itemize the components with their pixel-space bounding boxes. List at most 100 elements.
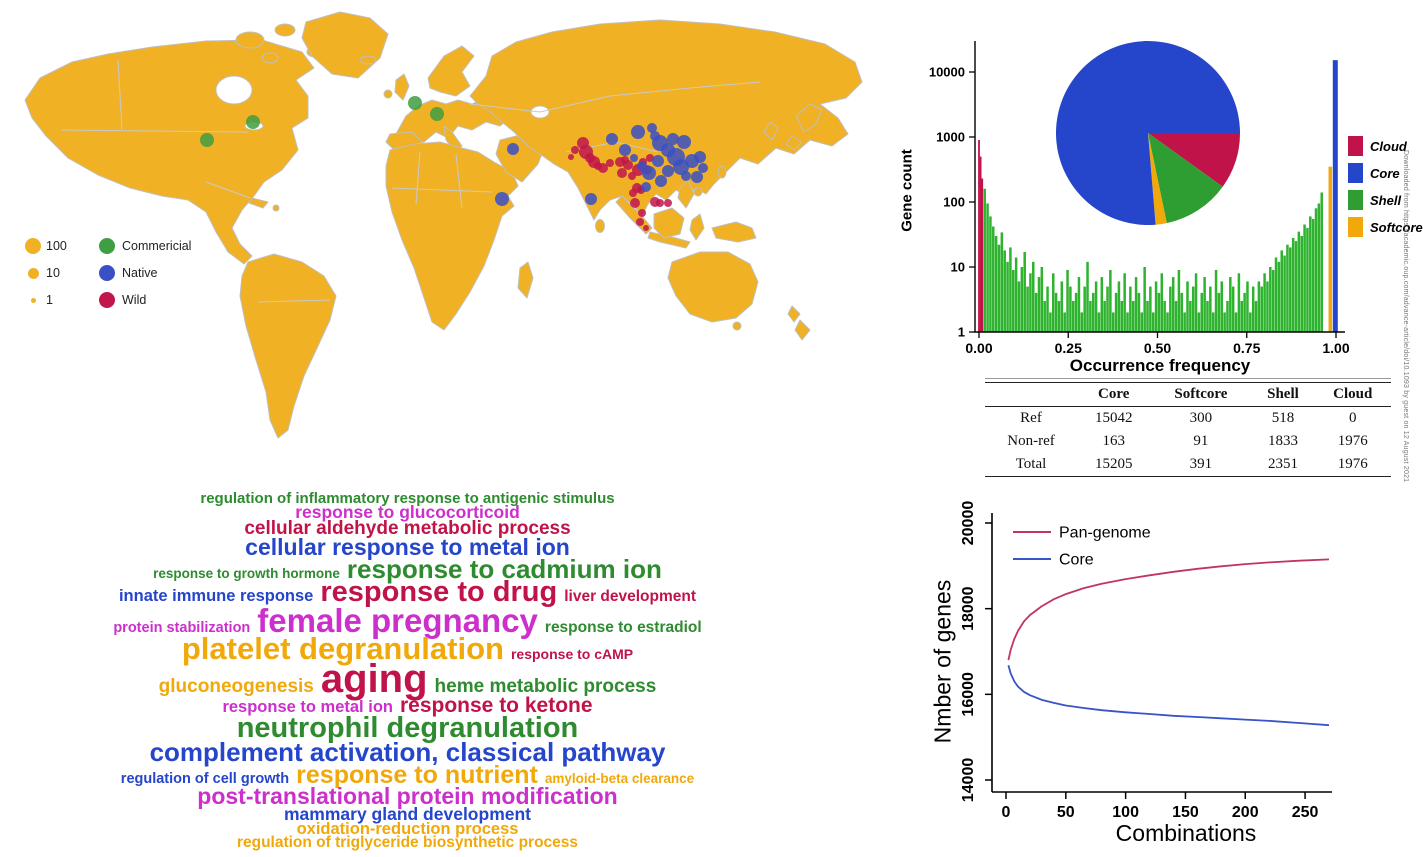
sample-dot-native [642, 166, 656, 180]
shell-bar [1211, 312, 1215, 332]
landmass-japan [795, 103, 823, 133]
shell-bar [1220, 281, 1224, 332]
landmass-australia [667, 251, 759, 323]
wordcloud-row: cellular aldehyde metabolic process [85, 519, 730, 538]
landmass-iceland [359, 55, 377, 65]
shell-bar [1014, 257, 1018, 332]
shell-bar [1163, 300, 1166, 332]
shell-bar [1311, 218, 1315, 332]
shell-bar [1066, 269, 1069, 332]
landmass-south-america [239, 253, 337, 439]
wordcloud-row: regulation of triglyceride biosynthetic … [85, 835, 730, 850]
shell-bar [1314, 208, 1318, 332]
go-term: response to ketone [399, 694, 593, 718]
shell-bar [1160, 273, 1164, 332]
pie-slice-cloud [1148, 133, 1240, 187]
shell-bar [1243, 292, 1246, 332]
go-term: response to cadmium ion [346, 553, 662, 584]
landmass-cuba [248, 197, 269, 209]
shell-bar [1209, 286, 1212, 332]
go-term: aging [320, 657, 428, 702]
shell-bar [1291, 237, 1295, 332]
table-row: Total 15205 391 2351 1976 [985, 453, 1391, 477]
sample-dot-native [647, 123, 657, 133]
world-map [24, 11, 863, 439]
legend-swatch [1348, 217, 1363, 237]
size-legend-dot [25, 238, 41, 254]
shell-bar [1043, 300, 1046, 332]
landmass-arctic-island [274, 23, 296, 37]
sample-dot-commericial [408, 96, 422, 110]
shell-bar [1303, 224, 1306, 332]
wordcloud-row: response to glucocorticoid [85, 503, 730, 521]
table-cell: 1976 [1337, 456, 1368, 472]
go-term: post-translational protein modification [197, 783, 618, 810]
cloud-bar [979, 156, 982, 332]
shell-bar [1257, 281, 1261, 332]
shell-bar [1137, 292, 1141, 332]
growth-xtick-label: 150 [1172, 804, 1199, 821]
shell-bar [1169, 286, 1172, 332]
table-cell: Non-ref [1007, 433, 1055, 449]
sample-dot-wild [606, 159, 614, 167]
shell-bar [1254, 300, 1258, 332]
legend-swatch [1348, 190, 1363, 210]
growth-ytick-label: 14000 [960, 758, 977, 803]
type-legend-label: Native [122, 266, 158, 280]
shell-bar [983, 188, 986, 332]
table-cell: 518 [1271, 410, 1295, 426]
shell-bar [1063, 312, 1066, 332]
hist-ytick-label: 10 [951, 260, 965, 275]
wordcloud-row: cellular response to metal ion [85, 536, 730, 559]
sample-dot-native [661, 143, 675, 157]
shell-bar [1240, 300, 1243, 332]
shell-bar [1280, 250, 1283, 332]
wordcloud-row: oxidation-reduction process [85, 821, 730, 837]
shell-bar [1226, 300, 1229, 332]
table-cell: 2351 [1267, 456, 1298, 472]
summary-table: Core Softcore Shell Cloud Ref 15042 300 518 0 Non… [985, 382, 1391, 477]
shell-bar [1300, 235, 1303, 332]
shell-bar [1140, 312, 1144, 332]
hist-x-axis-title: Occurrence frequency [1069, 356, 1251, 375]
sample-dot-wild [623, 160, 633, 170]
shell-bar [1186, 281, 1189, 332]
shell-bar [1111, 312, 1115, 332]
legend-row-softcore: Softcore [1348, 217, 1423, 237]
table-header-cell: Core [1098, 386, 1130, 402]
shell-bar [1120, 300, 1124, 332]
sample-dot-native [585, 193, 597, 205]
shell-bar [1154, 281, 1158, 332]
growth-legend-label: Core [1059, 552, 1094, 569]
sample-dot-wild [646, 154, 654, 162]
sample-dot-commericial [200, 133, 214, 147]
shell-bar [1126, 312, 1129, 332]
landmass-sulawesi [689, 213, 705, 241]
size-legend-dot [30, 297, 36, 303]
shell-bar [1217, 292, 1221, 332]
table-cell: 91 [1193, 433, 1209, 449]
pie-slice-shell [1148, 133, 1223, 224]
shell-bar [997, 244, 1001, 332]
shell-bar [986, 203, 989, 332]
sample-dot-wild [638, 209, 646, 217]
shell-bar [1131, 300, 1135, 332]
download-watermark: Downloaded from https://academic.oup.com… [1402, 150, 1409, 483]
sample-dot-native [507, 143, 519, 155]
sample-dot-native [662, 165, 674, 177]
growth-xtick-label: 0 [1002, 804, 1011, 821]
shell-bar [1191, 286, 1195, 332]
shell-bar [1052, 273, 1055, 332]
pie-slice-softcore [1148, 133, 1167, 225]
table-cell: 0 [1349, 410, 1357, 426]
hist-y-axis-title: Gene count [898, 149, 916, 232]
landmass-arctic-island [261, 52, 279, 64]
pie-slice-core [1056, 41, 1240, 226]
landmass-greenland [301, 11, 389, 79]
map-landmasses [24, 11, 863, 439]
shell-bar [1034, 292, 1038, 332]
shell-bar [1149, 286, 1152, 332]
sample-dot-native [677, 135, 691, 149]
core-bar [1332, 60, 1338, 333]
hist-xtick-label: 0.50 [1144, 340, 1171, 356]
